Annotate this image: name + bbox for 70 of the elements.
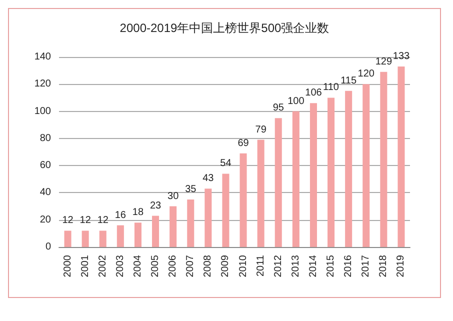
bar [274,118,282,247]
bar [362,84,370,247]
x-tick-label: 2013 [290,254,302,278]
bar [380,72,388,247]
y-tick-label: 60 [40,160,52,172]
x-tick-label: 2014 [308,254,319,278]
bar [152,216,160,247]
data-label: 129 [375,56,392,68]
data-label: 106 [305,88,322,99]
x-tick-label: 2008 [202,254,214,278]
bar [187,200,194,247]
bar [99,230,106,247]
chart-title: 2000-2019年中国上榜世界500强企业数 [120,21,330,35]
x-tick-label: 2005 [150,254,162,278]
x-tick-label: 2000 [62,254,74,278]
bar [64,230,72,247]
x-tick-label: 2015 [326,254,337,278]
x-tick-label: 2004 [132,254,144,278]
data-label: 43 [202,173,214,184]
x-tick-label: 2017 [360,254,372,278]
y-tick-label: 20 [40,214,52,226]
y-tick-label: 80 [40,132,52,144]
bar [222,174,230,247]
x-tick-label: 2012 [272,254,284,278]
data-label: 115 [340,75,357,86]
data-label: 23 [150,200,162,212]
bar [345,90,352,247]
y-tick-label: 120 [34,78,52,90]
bar [257,140,264,247]
x-tick-label: 2016 [343,254,354,278]
x-tick-label: 2019 [396,254,407,278]
bar [134,222,142,247]
bar [116,225,124,247]
x-tick-label: 2007 [185,254,196,278]
data-label: 133 [392,51,410,62]
x-tick-label: 2011 [255,254,266,277]
data-label: 120 [358,68,375,80]
y-tick-label: 100 [34,106,52,117]
x-tick-label: 2001 [80,254,91,278]
x-tick-label: 2010 [238,254,249,278]
y-tick-label: 40 [40,187,52,198]
bar [310,103,317,247]
x-tick-label: 2009 [220,254,232,278]
data-label: 54 [220,158,232,170]
data-label: 12 [97,215,109,226]
data-label: 79 [255,124,267,136]
data-label: 100 [288,96,305,107]
bar [328,98,335,247]
y-tick-label: 140 [34,52,52,62]
bar [170,206,177,247]
x-tick-label: 2006 [168,254,179,278]
x-tick-label: 2003 [114,254,126,278]
data-label: 16 [114,210,126,221]
data-label: 69 [238,138,250,149]
x-tick-label: 2018 [378,254,390,278]
data-label: 12 [80,215,92,226]
bar [398,66,405,247]
x-tick-label: 2002 [97,254,108,278]
bar [292,111,300,247]
data-label: 12 [62,215,74,226]
frame: 0 20 40 60 80 100 120 140 2000 2001 2002 2003 2004 2005 2006 2007 2008 2009 2010 2011 2012 2013 2014 2015 2016 2017 2018 2019 12 12 12 16 18 23 30 35 43 54 69 79 95 100 106110 115 120 129133 2000-2019年中国上榜世界500强企业数 [8,8,441,298]
bar [240,153,247,247]
bar [82,230,89,247]
data-label: 110 [323,82,340,94]
data-label: 35 [185,184,197,195]
data-label: 18 [132,207,144,218]
y-tick-label: 0 [45,242,52,252]
data-label: 95 [272,102,284,114]
bar [204,188,212,247]
data-label: 30 [168,190,180,202]
